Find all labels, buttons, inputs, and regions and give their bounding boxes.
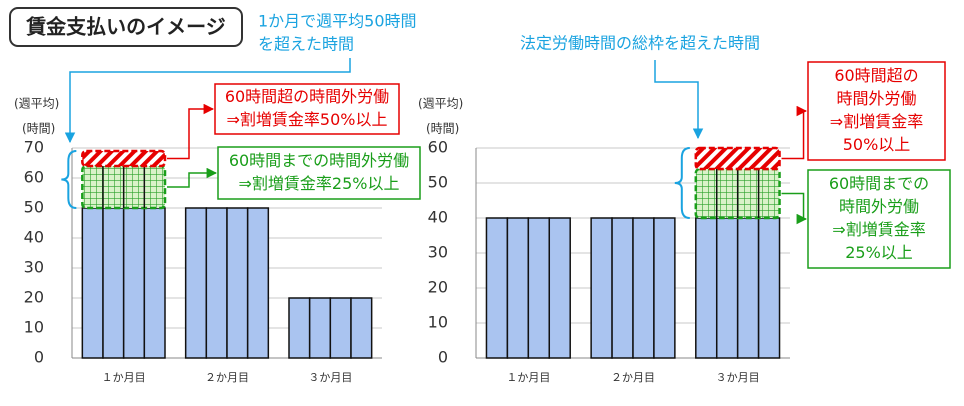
y-tick-label: 50 (428, 173, 448, 192)
x-tick-label: １か月目 (102, 371, 146, 384)
bar (506, 217, 530, 359)
y-tick-label: 0 (438, 348, 448, 367)
callout-text: 法定労働時間の総枠を超えた時間 (520, 34, 760, 53)
bar (757, 217, 781, 359)
y-tick-label: 30 (428, 243, 448, 262)
label-text: 25%以上 (845, 243, 913, 262)
label-text: 50%以上 (843, 135, 911, 154)
y-tick-label: 10 (428, 313, 448, 332)
y-axis-label: (週平均) (418, 97, 463, 111)
y-tick-label: 10 (24, 318, 44, 337)
label-text: ⇒割増賃金率25%以上 (239, 174, 400, 193)
bar (715, 217, 739, 359)
bar (143, 207, 166, 359)
bar (226, 207, 249, 359)
callout-line (64, 58, 351, 144)
x-tick-label: ３か月目 (308, 371, 352, 384)
bar (590, 217, 613, 359)
brace (674, 147, 690, 219)
connector (781, 105, 808, 160)
y-tick-label: 40 (24, 228, 44, 247)
overtime-band (694, 146, 781, 171)
y-tick-label: 60 (24, 168, 44, 187)
y-tick-label: 20 (428, 278, 448, 297)
bar (653, 217, 676, 359)
bar (205, 207, 228, 359)
y-tick-label: 30 (24, 258, 44, 277)
y-tick-label: 0 (34, 348, 44, 367)
x-tick-label: ２か月目 (205, 371, 249, 384)
callout-text: 1か月で週平均50時間 (258, 12, 417, 31)
label-text: 60時間超の (834, 66, 918, 85)
brace (61, 150, 77, 209)
callout-text: を超えた時間 (258, 35, 354, 54)
bar (246, 207, 270, 359)
label-box (217, 146, 421, 200)
y-tick-label: 50 (24, 198, 44, 217)
label-box (807, 169, 951, 269)
callout-line (654, 60, 704, 140)
bar (102, 207, 125, 359)
label-text: ⇒割増賃金率 (832, 220, 925, 239)
label-box (807, 61, 946, 161)
y-axis-label: (時間) (426, 122, 459, 136)
bar (695, 217, 718, 359)
bar (611, 217, 634, 359)
label-text: ⇒割増賃金率 (830, 112, 923, 131)
bar (122, 207, 146, 359)
bar (527, 217, 551, 359)
connector (167, 167, 218, 188)
bar (548, 217, 571, 359)
label-text: 60時間までの (829, 174, 929, 193)
overtime-band (81, 149, 167, 168)
bar (736, 217, 760, 359)
label-text: ⇒割増賃金率50%以上 (227, 110, 388, 129)
y-tick-label: 60 (428, 138, 448, 157)
bar (288, 297, 311, 359)
y-tick-label: 40 (428, 208, 448, 227)
y-axis-label: (週平均) (14, 97, 59, 111)
bar (350, 297, 373, 359)
x-tick-label: ３か月目 (716, 371, 760, 384)
bar (184, 207, 208, 359)
label-text: 時間外労働 (836, 89, 916, 108)
connector (167, 103, 215, 160)
label-text: 60時間超の時間外労働 (225, 87, 389, 106)
bar (632, 217, 655, 359)
x-tick-label: ２か月目 (611, 371, 655, 384)
connector (781, 192, 808, 225)
y-tick-label: 20 (24, 288, 44, 307)
bar (81, 207, 104, 359)
label-text: 時間外労働 (839, 197, 919, 216)
y-tick-label: 70 (24, 138, 44, 157)
y-axis-label: (時間) (22, 122, 55, 136)
label-text: 60時間までの時間外労働 (229, 151, 409, 170)
x-tick-label: １か月目 (506, 371, 550, 384)
title: 賃金支払いのイメージ (25, 15, 226, 39)
bar (329, 297, 352, 359)
bar (308, 297, 332, 359)
label-box (214, 83, 400, 135)
title-box (9, 7, 243, 47)
bar (485, 217, 509, 359)
